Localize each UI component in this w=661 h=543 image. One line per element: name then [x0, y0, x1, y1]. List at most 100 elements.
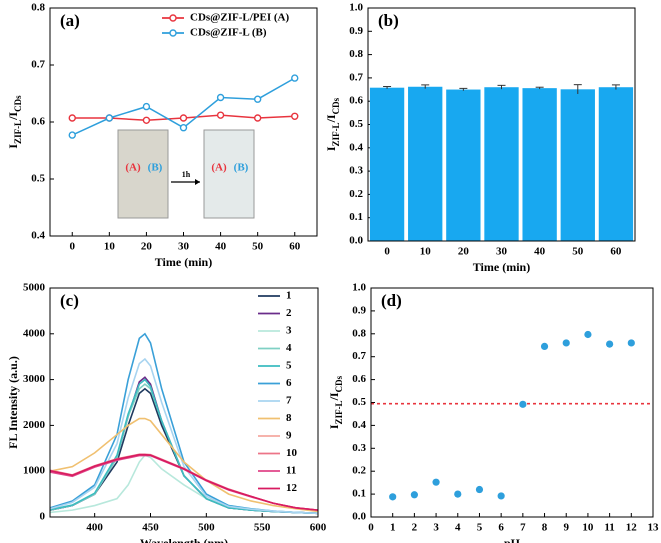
series-line [49, 453, 319, 511]
point [606, 340, 614, 348]
x-tick-label: 13 [648, 522, 660, 534]
point [454, 490, 462, 498]
legend-label: 10 [286, 447, 298, 459]
y-axis-label-part: CDs [13, 95, 23, 112]
x-tick-label: 7 [520, 522, 526, 534]
point [584, 330, 592, 339]
point [562, 339, 570, 347]
y-axis-label-part: /I [6, 112, 20, 121]
x-tick-label: 12 [626, 522, 638, 534]
plot-frame [367, 7, 636, 242]
y-tick-label: 0.8 [31, 2, 45, 14]
legend-label: 11 [286, 465, 296, 477]
y-tick-label: 4000 [23, 327, 46, 339]
legend-label: 3 [286, 325, 292, 337]
series-line [49, 387, 319, 515]
marker [68, 114, 76, 122]
bar [560, 89, 595, 241]
y-tick-label: 0.0 [352, 511, 366, 523]
y-tick-label: 0.6 [352, 373, 366, 385]
x-tick-label: 2 [412, 522, 418, 534]
marker [142, 116, 151, 124]
x-tick-label: 50 [572, 246, 584, 258]
marker [142, 102, 151, 111]
x-tick-label: 0 [70, 241, 76, 253]
legend-label: 7 [286, 395, 292, 407]
y-tick-label: 0.3 [352, 442, 366, 454]
legend-label: CDs@ZIF-L/PEI (A) [190, 12, 289, 24]
inset-photo [203, 129, 255, 219]
bar [522, 88, 557, 241]
y-tick-label: 0.6 [349, 95, 363, 107]
y-tick-label: 0.9 [349, 25, 363, 37]
y-axis-label-part: CDs [334, 375, 344, 392]
bar [598, 87, 634, 241]
point [497, 492, 505, 500]
y-axis-label-part: I [327, 424, 341, 429]
y-tick-label: 1.0 [352, 282, 366, 294]
marker [291, 74, 299, 82]
panel-label: (d) [381, 291, 402, 310]
x-tick-label: 20 [141, 241, 153, 253]
y-tick-label: 0.1 [349, 211, 363, 223]
y-tick-label: 0.9 [352, 304, 366, 316]
x-axis-label: Wavelength (nm) [140, 536, 228, 543]
y-tick-label: 0.7 [352, 350, 366, 362]
legend-label: 12 [286, 482, 298, 494]
y-tick-label: 0.6 [31, 116, 45, 128]
y-tick-label: 0.3 [349, 165, 363, 177]
x-tick-label: 40 [534, 246, 546, 258]
point [540, 342, 549, 350]
inset-label: (A) [125, 162, 141, 174]
inset-arrowhead [195, 179, 200, 185]
bar [408, 86, 443, 241]
inset-label: 1h [182, 170, 191, 179]
plot-frame [370, 287, 654, 518]
y-axis-label-part: ZIF-L [13, 120, 23, 144]
inset-photo [117, 129, 169, 219]
y-tick-label: 0.2 [352, 465, 366, 477]
plot-frame [49, 287, 319, 518]
y-tick-label: 0.5 [31, 173, 45, 185]
bar [369, 87, 405, 241]
x-tick-label: 0 [368, 522, 374, 534]
y-axis-label-part: /I [324, 114, 338, 123]
legend-label: 5 [286, 360, 292, 372]
y-axis-label-part: /I [327, 392, 341, 401]
legend-label: 6 [286, 377, 292, 389]
legend-label: CDs@ZIF-L (B) [190, 27, 267, 39]
x-tick-label: 11 [604, 522, 614, 534]
y-tick-label: 0.4 [349, 141, 363, 153]
point [432, 478, 440, 486]
x-axis-label: Time (min) [155, 255, 212, 269]
series-line [49, 417, 319, 513]
y-tick-label: 3000 [23, 373, 46, 385]
x-tick-label: 1 [390, 522, 396, 534]
series-line [49, 376, 319, 515]
x-tick-label: 4 [455, 522, 461, 534]
panel-label: (b) [378, 11, 399, 30]
y-axis-label: IZIF-L/ICDs [6, 95, 23, 149]
y-tick-label: 1.0 [349, 2, 363, 14]
y-tick-label: 2000 [23, 419, 46, 431]
x-tick-label: 20 [458, 246, 470, 258]
x-tick-label: 9 [563, 522, 569, 534]
marker [216, 93, 225, 102]
y-tick-label: 0 [40, 511, 46, 523]
x-tick-label: 10 [104, 241, 116, 253]
y-tick-label: 0.7 [349, 71, 363, 83]
x-tick-label: 3 [433, 522, 439, 534]
y-tick-label: 0.7 [31, 59, 45, 71]
x-tick-label: 10 [420, 246, 432, 258]
plot-frame [49, 7, 318, 237]
x-tick-label: 60 [610, 246, 622, 258]
y-axis-label: IZIF-L/ICDs [327, 375, 344, 429]
x-tick-label: 0 [384, 246, 390, 258]
y-tick-label: 5000 [23, 282, 46, 294]
y-tick-label: 1000 [23, 465, 46, 477]
y-axis-label-part: ZIF-L [334, 400, 344, 424]
x-tick-label: 450 [142, 522, 159, 534]
y-tick-label: 0.5 [349, 118, 363, 130]
y-tick-label: 0.0 [349, 235, 363, 247]
point [389, 493, 397, 501]
